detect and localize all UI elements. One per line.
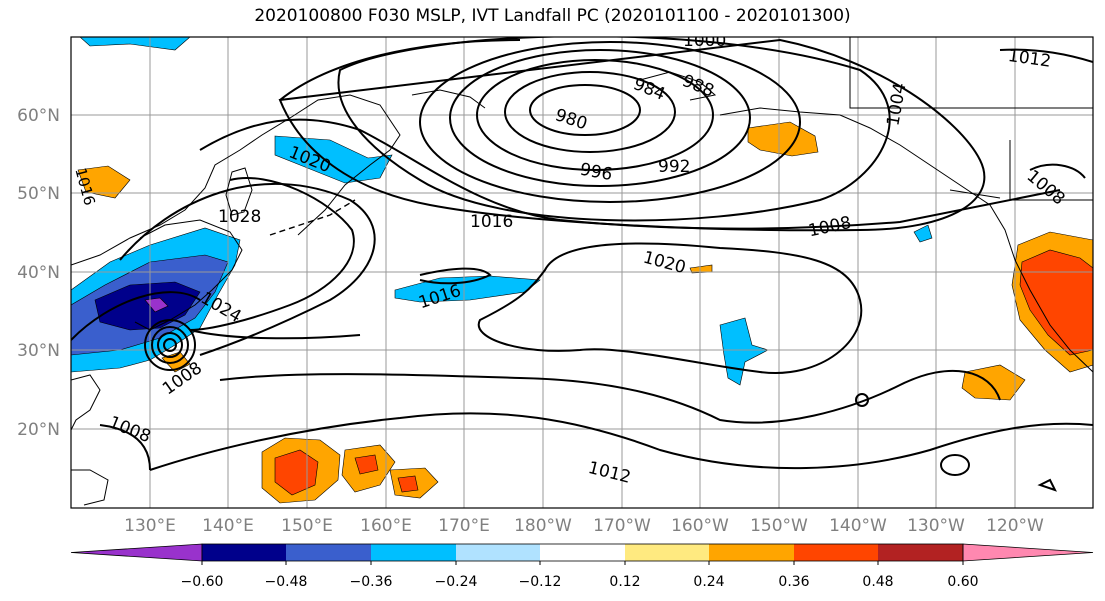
colorbar-band — [286, 544, 371, 561]
colorbar — [70, 543, 1094, 565]
lon-label: 140°E — [202, 516, 254, 536]
colorbar-band — [625, 544, 709, 561]
colorbar-extend-min — [70, 543, 203, 562]
colorbar-extend-max — [962, 543, 1094, 562]
isobar-label: 1016 — [470, 212, 513, 232]
lon-label: 160°E — [360, 516, 412, 536]
colorbar-tick-label: 0.48 — [862, 574, 893, 590]
isobar-label: 1028 — [218, 207, 261, 227]
longitude-labels: 130°E 140°E 150°E 160°E 170°E 180°W 170°… — [124, 516, 1044, 536]
colorbar-outline — [201, 543, 964, 562]
colorbar-band — [371, 544, 456, 561]
lon-label: 160°W — [671, 516, 729, 536]
colorbar-tick-label: −0.60 — [181, 574, 224, 590]
lon-label: 120°W — [986, 516, 1044, 536]
colorbar-tick-label: −0.24 — [435, 574, 478, 590]
colorbar-tick-label: 0.60 — [947, 574, 978, 590]
lon-label: 150°E — [281, 516, 333, 536]
isobar-label: 992 — [658, 157, 690, 177]
graticule — [71, 37, 1093, 508]
lon-label: 130°E — [124, 516, 176, 536]
colorbar-band — [794, 544, 878, 561]
lon-label: 130°W — [907, 516, 965, 536]
lon-label: 170°W — [593, 516, 651, 536]
lat-label: 20°N — [17, 420, 60, 440]
colorbar-tick-label: 0.36 — [778, 574, 809, 590]
colorbar-tick-label: −0.36 — [350, 574, 393, 590]
isobars — [71, 37, 1093, 492]
colorbar-ticks: −0.60 −0.48 −0.36 −0.24 −0.12 0.12 0.24 … — [181, 574, 979, 590]
lon-label: 150°W — [750, 516, 808, 536]
ivt-shading — [71, 37, 1093, 504]
colorbar-band — [456, 544, 540, 561]
colorbar-tick-label: 0.12 — [609, 574, 640, 590]
colorbar-band — [709, 544, 794, 561]
map-frame — [70, 36, 1094, 509]
map-area: 1000 984 988 980 996 992 1004 1012 1008 … — [71, 31, 1093, 508]
lon-label: 180°W — [514, 516, 572, 536]
colorbar-tick-label: 0.24 — [693, 574, 724, 590]
lat-label: 30°N — [17, 341, 60, 361]
lat-label: 60°N — [17, 106, 60, 126]
colorbar-tick-label: −0.12 — [519, 574, 562, 590]
map-title: 2020100800 F030 MSLP, IVT Landfall PC (2… — [254, 6, 851, 26]
colorbar-tick-label: −0.48 — [265, 574, 308, 590]
lon-label: 140°W — [829, 516, 887, 536]
colorbar-band — [202, 544, 286, 561]
latitude-labels: 60°N 50°N 40°N 30°N 20°N — [17, 106, 60, 440]
isobar-label: 1000 — [683, 31, 726, 51]
colorbar-band — [540, 544, 625, 561]
colorbar-band — [878, 544, 963, 561]
lat-label: 40°N — [17, 263, 60, 283]
lon-label: 170°E — [438, 516, 490, 536]
lat-label: 50°N — [17, 184, 60, 204]
